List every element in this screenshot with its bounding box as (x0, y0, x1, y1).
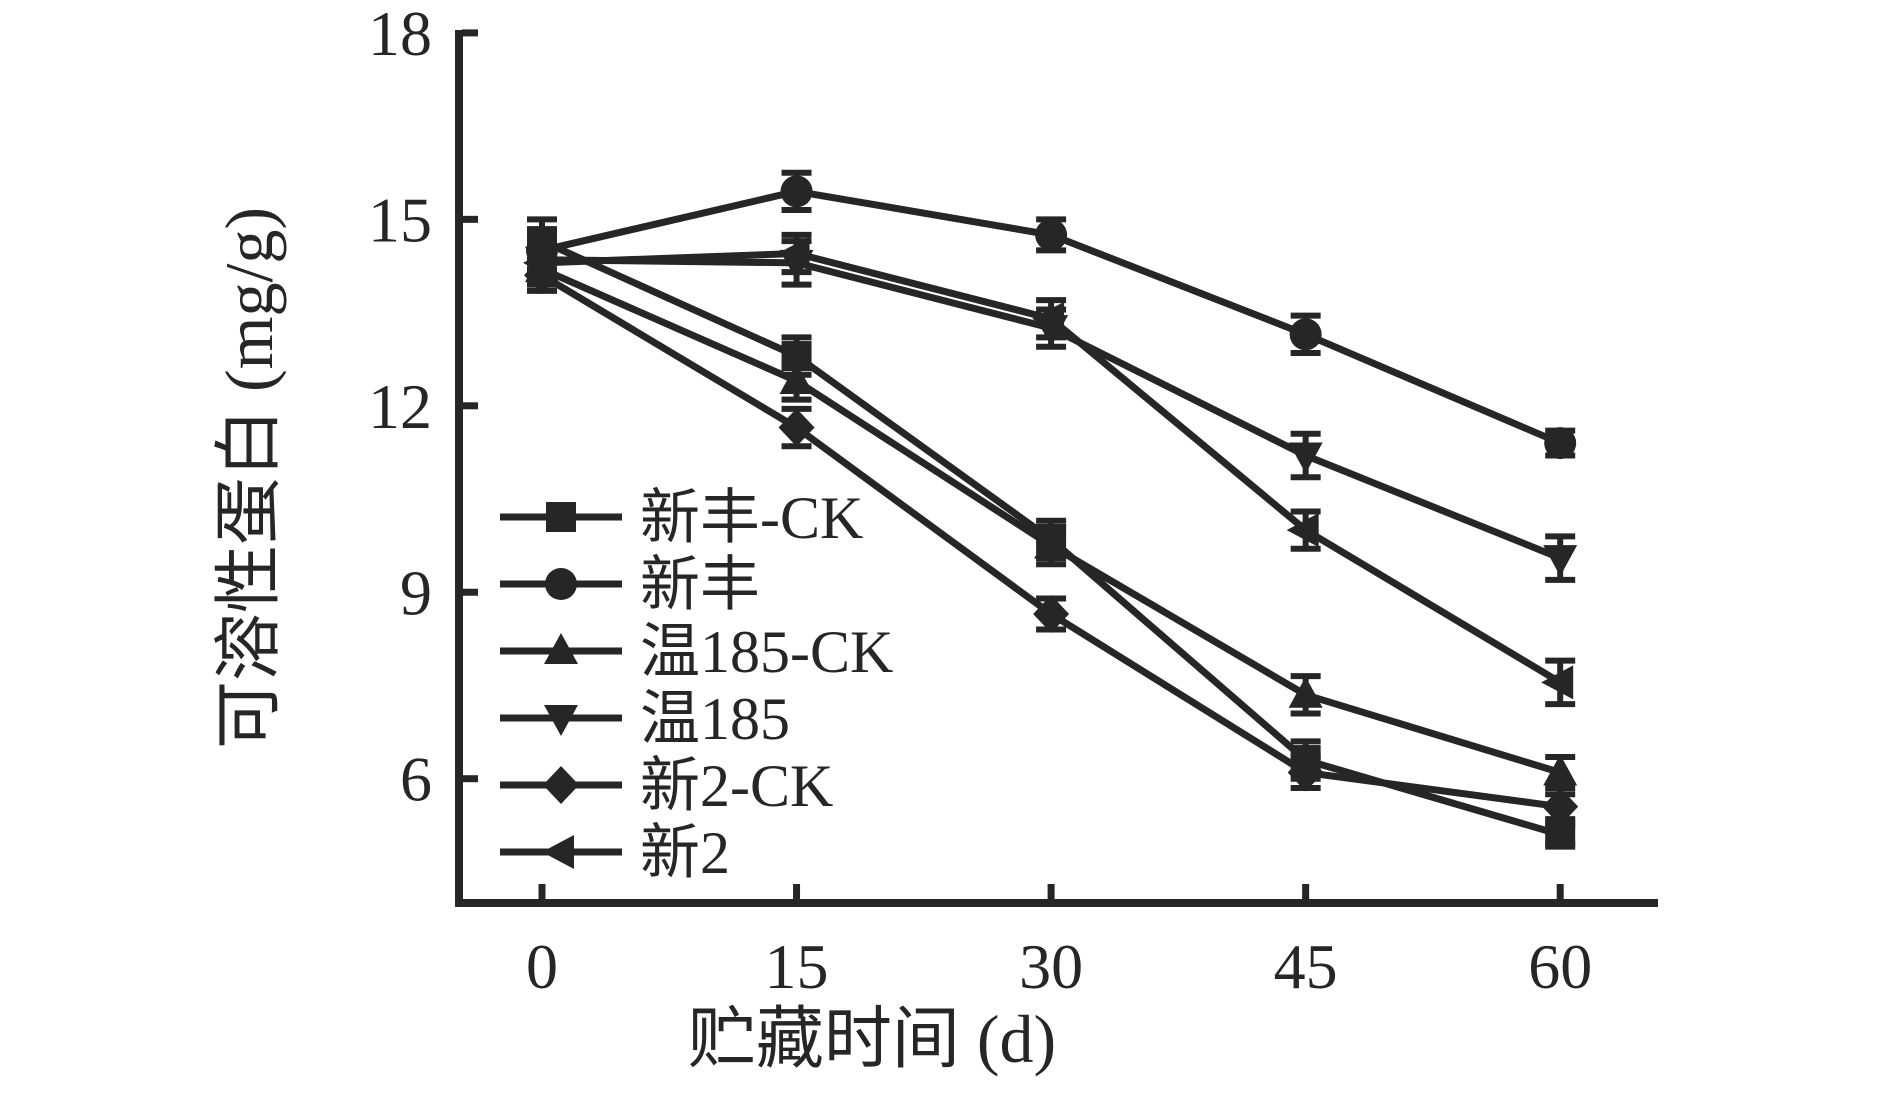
x-axis-tick-label: 30 (1019, 931, 1083, 1002)
series-新2 (523, 231, 1576, 708)
marker-square (546, 502, 576, 532)
marker-diamond (1033, 595, 1070, 634)
legend-item: 温185-CK (500, 619, 893, 685)
legend-item: 温185 (500, 686, 790, 752)
marker-triangle-left (523, 245, 555, 280)
x-axis-tick-label: 60 (1528, 931, 1592, 1002)
y-axis-tick-label: 18 (368, 0, 432, 69)
series-新2-CK (524, 256, 1579, 826)
marker-circle (545, 568, 577, 600)
marker-diamond (543, 766, 579, 804)
marker-diamond (778, 408, 815, 447)
marker-triangle-up (544, 633, 578, 664)
y-axis-tick-label: 9 (400, 557, 432, 628)
x-axis-tick-label: 15 (765, 931, 829, 1002)
y-axis-tick-label: 15 (368, 184, 432, 255)
marker-circle (780, 175, 813, 208)
marker-triangle-up (779, 362, 814, 394)
legend-label: 新丰 (640, 552, 760, 618)
marker-triangle-left (1032, 301, 1065, 336)
marker-diamond (1287, 753, 1324, 792)
marker-triangle-left (777, 236, 810, 271)
y-axis-title: 可溶性蛋白 (mg/g) (211, 207, 287, 749)
marker-triangle-up (1034, 527, 1069, 559)
marker-triangle-down (1288, 442, 1323, 474)
legend-label: 温185 (640, 686, 790, 752)
marker-circle (1289, 318, 1322, 351)
x-axis-title: 贮藏时间 (d) (688, 1001, 1056, 1077)
x-axis-tick-label: 45 (1274, 931, 1338, 1002)
marker-triangle-left (542, 835, 574, 869)
marker-triangle-up (1543, 754, 1578, 786)
y-axis-tick-label: 6 (400, 744, 432, 815)
marker-circle (1544, 427, 1577, 460)
legend-item: 新2 (500, 820, 730, 886)
marker-triangle-left (1541, 665, 1574, 700)
legend-label: 温185-CK (640, 619, 893, 685)
legend-item: 新丰-CK (500, 485, 863, 551)
marker-triangle-left (1286, 513, 1319, 548)
marker-triangle-down (1543, 545, 1578, 577)
legend-label: 新2 (640, 820, 730, 886)
marker-circle (1035, 218, 1068, 251)
legend-item: 新2-CK (500, 753, 833, 819)
y-axis-tick-label: 12 (368, 371, 432, 442)
marker-triangle-up (1288, 676, 1323, 708)
marker-diamond (1542, 787, 1579, 826)
legend-item: 新丰 (500, 552, 760, 618)
x-axis-tick-label: 0 (526, 931, 558, 1002)
marker-triangle-down (544, 705, 578, 736)
legend-label: 新2-CK (640, 753, 833, 819)
legend-label: 新丰-CK (640, 485, 863, 551)
